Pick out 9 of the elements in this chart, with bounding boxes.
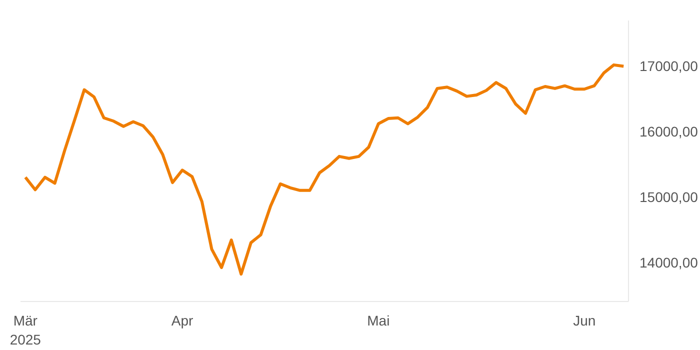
x-tick-label: Mär 2025 — [10, 312, 42, 348]
x-tick-label: Mai — [367, 312, 390, 328]
y-tick-label: 14000,00 — [640, 254, 698, 270]
x-tick-label: Apr — [171, 312, 194, 328]
y-tick-label: 15000,00 — [640, 188, 698, 205]
y-tick-label: 16000,00 — [640, 124, 698, 140]
x-tick-label: Jun — [573, 312, 596, 328]
line-series — [24, 63, 626, 276]
y-tick-label: 17000,00 — [640, 58, 698, 74]
